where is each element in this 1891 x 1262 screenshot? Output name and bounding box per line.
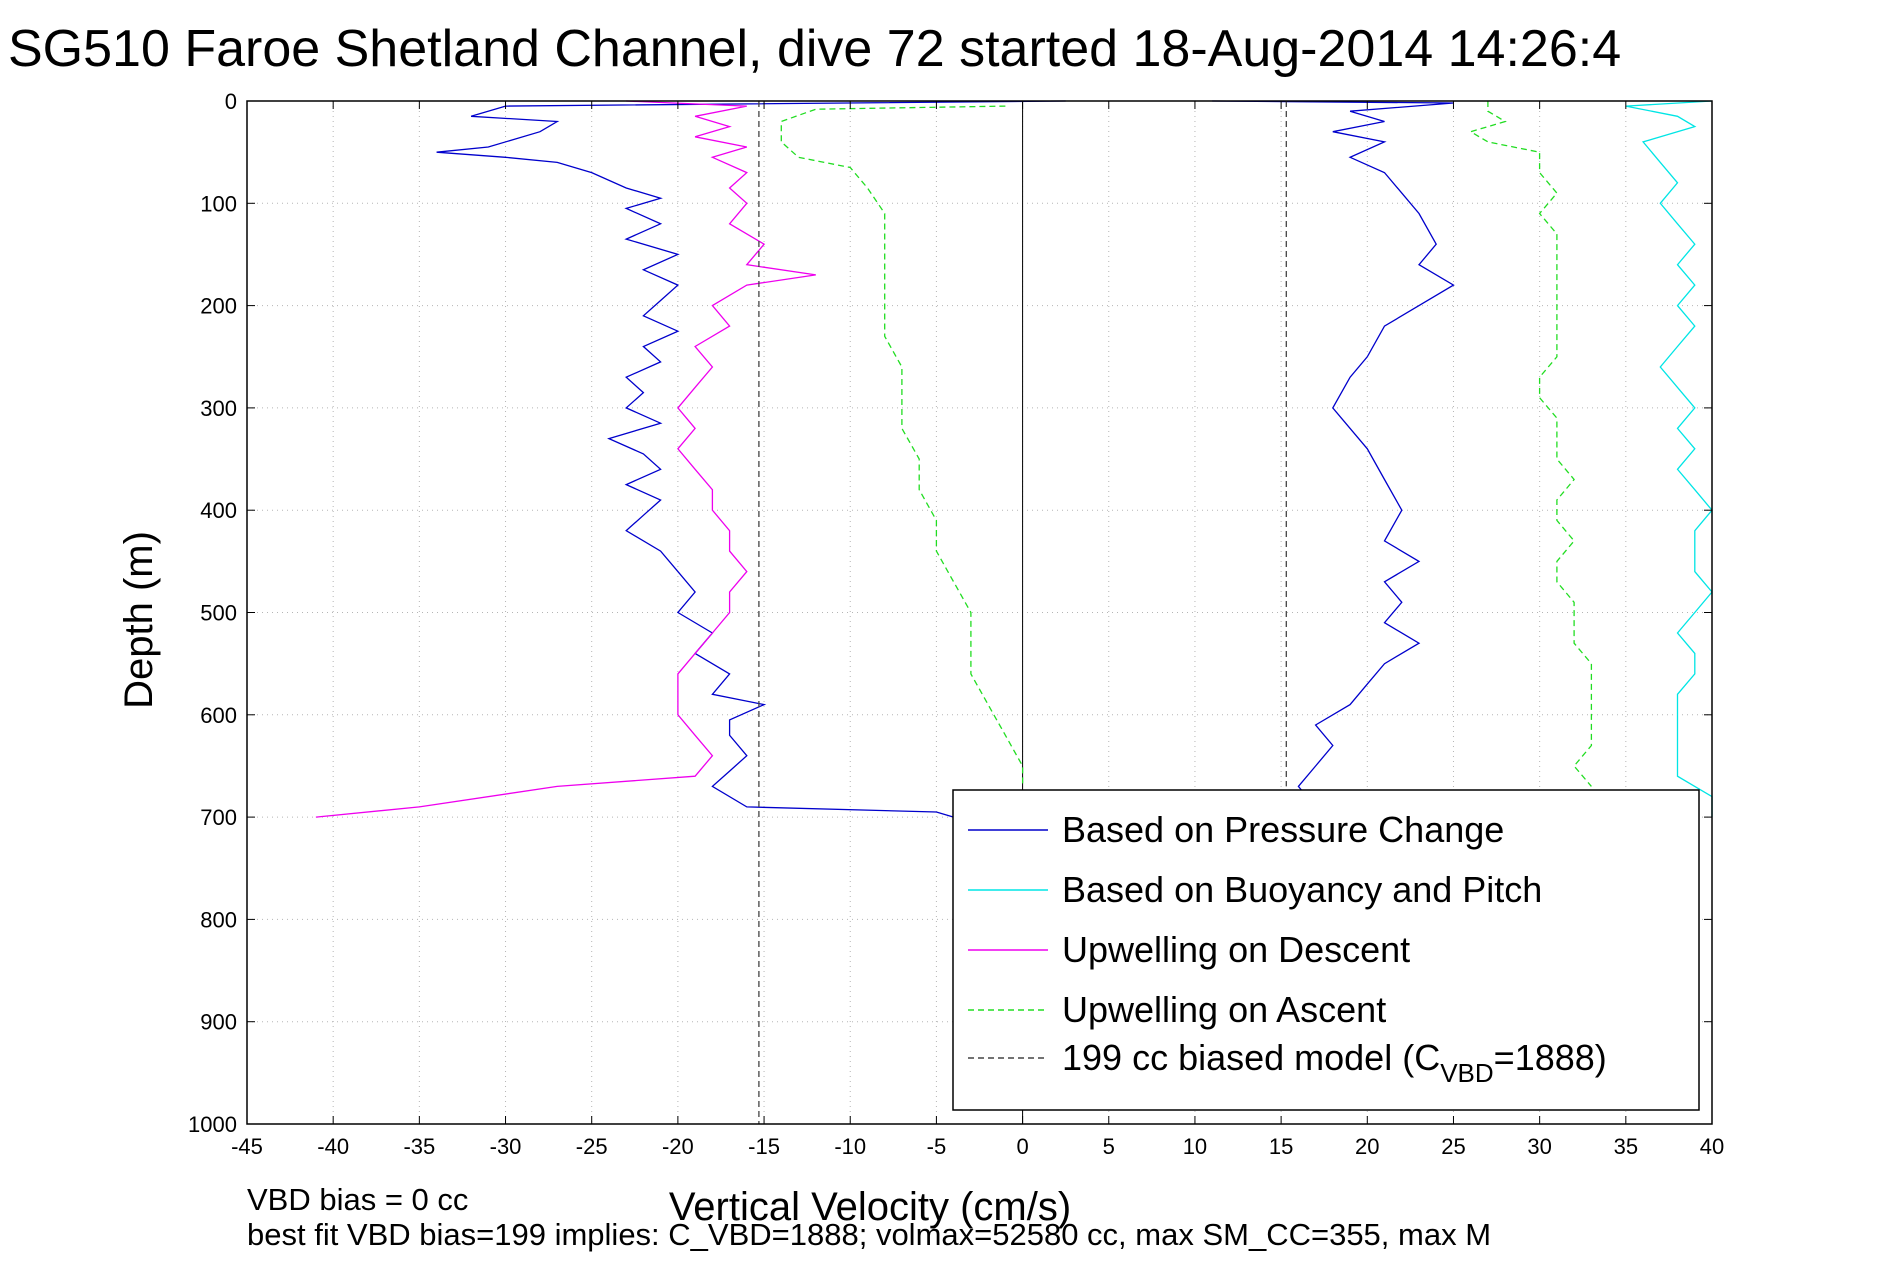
x-tick-label: -5	[927, 1134, 947, 1159]
series-line-3	[780, 105, 1024, 787]
y-tick-label: 900	[200, 1010, 237, 1035]
x-tick-label: -15	[748, 1134, 780, 1159]
x-tick-label: 5	[1103, 1134, 1115, 1159]
x-tick-label: -20	[662, 1134, 694, 1159]
x-tick-label: 40	[1700, 1134, 1724, 1159]
legend-label-1: Based on Buoyancy and Pitch	[1062, 869, 1542, 910]
series-line-2	[315, 100, 816, 818]
y-tick-label: 0	[225, 89, 237, 114]
footer-line-1: VBD bias = 0 cc	[247, 1182, 468, 1217]
series-line-3-b	[1469, 101, 1593, 787]
y-tick-label: 300	[200, 396, 237, 421]
y-tick-label: 500	[200, 601, 237, 626]
x-tick-label: 25	[1441, 1134, 1465, 1159]
x-tick-label: 15	[1269, 1134, 1293, 1159]
y-axis-label: Depth (m)	[117, 531, 161, 709]
footer-line-2: best fit VBD bias=199 implies: C_VBD=188…	[247, 1217, 1491, 1252]
x-tick-label: 0	[1016, 1134, 1028, 1159]
y-tick-label: 100	[200, 191, 237, 216]
x-axis-ticks: -45 -40 -35 -30 -25 -20 -15 -10 -5 0 5 10 15 20 25 30 35…	[231, 101, 1724, 1159]
y-tick-label: 200	[200, 294, 237, 319]
y-tick-label: 600	[200, 703, 237, 728]
x-tick-label: -25	[576, 1134, 608, 1159]
legend-label-0: Based on Pressure Change	[1062, 809, 1504, 850]
series-line-0	[436, 100, 1066, 818]
legend-label-3: Upwelling on Ascent	[1062, 989, 1386, 1030]
x-axis-label: Vertical Velocity (cm/s)	[669, 1185, 1071, 1229]
legend: Based on Pressure Change Based on Buoyanc…	[952, 789, 1700, 1111]
chart-title: SG510 Faroe Shetland Channel, dive 72 st…	[8, 20, 1621, 78]
x-tick-label: -30	[490, 1134, 522, 1159]
y-tick-label: 800	[200, 907, 237, 932]
y-tick-label: 1000	[188, 1112, 237, 1137]
y-tick-label: 400	[200, 498, 237, 523]
series-line-0-mirror	[1212, 100, 1455, 818]
x-tick-label: 30	[1527, 1134, 1551, 1159]
x-tick-label: -45	[231, 1134, 263, 1159]
x-tick-label: -10	[834, 1134, 866, 1159]
series-line-1	[1625, 100, 1713, 818]
x-tick-label: 10	[1183, 1134, 1207, 1159]
y-axis-ticks: 0 100 200 300 400 500 600 700 800 900 1000	[188, 89, 1712, 1137]
x-tick-label: -40	[317, 1134, 349, 1159]
y-tick-label: 700	[200, 805, 237, 830]
x-tick-label: -35	[403, 1134, 435, 1159]
legend-box	[952, 789, 1700, 1111]
plot-series-lines	[315, 100, 1713, 1124]
legend-label-2: Upwelling on Descent	[1062, 929, 1410, 970]
x-tick-label: 35	[1614, 1134, 1638, 1159]
x-tick-label: 20	[1355, 1134, 1379, 1159]
